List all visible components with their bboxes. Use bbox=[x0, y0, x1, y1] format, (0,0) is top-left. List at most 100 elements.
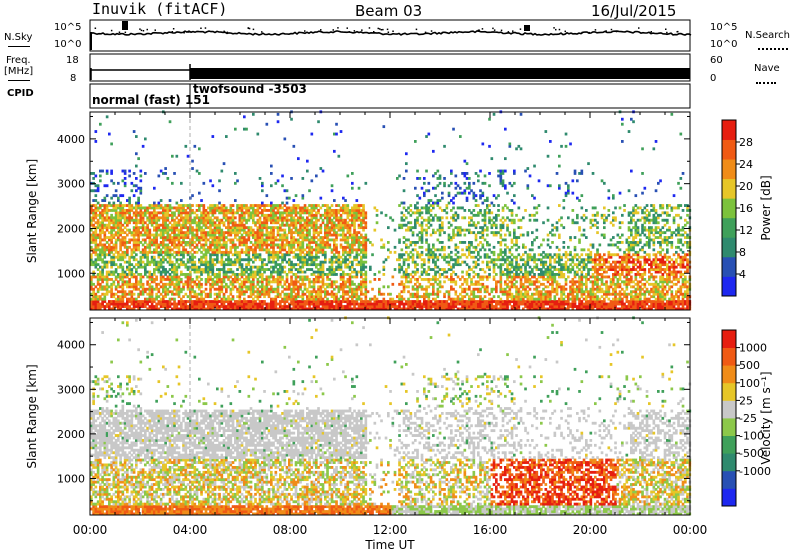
power-cell bbox=[355, 292, 359, 296]
power-cell bbox=[371, 307, 374, 311]
power-cell bbox=[294, 228, 298, 232]
power-cell bbox=[279, 275, 282, 279]
power-cell bbox=[213, 206, 217, 210]
power-cell bbox=[337, 290, 341, 294]
power-cell bbox=[312, 236, 316, 239]
power-cell bbox=[177, 231, 181, 235]
power-cell bbox=[166, 307, 170, 311]
power-cell bbox=[209, 263, 212, 267]
power-cell bbox=[310, 226, 314, 230]
power-cell bbox=[184, 265, 188, 269]
noise-search-dot bbox=[610, 28, 613, 31]
power-cell bbox=[117, 236, 120, 239]
power-cell bbox=[117, 216, 120, 220]
power-cell bbox=[299, 223, 302, 227]
power-cell bbox=[139, 290, 143, 294]
power-cell bbox=[135, 302, 138, 306]
noise-search-dot bbox=[346, 27, 348, 29]
power-cell bbox=[180, 270, 183, 274]
power-cell bbox=[195, 265, 199, 269]
power-cell bbox=[141, 275, 145, 279]
power-cell bbox=[119, 216, 122, 220]
power-cell bbox=[328, 226, 332, 230]
power-cell bbox=[186, 216, 190, 220]
power-cell bbox=[270, 209, 273, 212]
power-cell bbox=[189, 221, 192, 225]
power-cell bbox=[193, 290, 197, 294]
power-cell bbox=[112, 260, 116, 264]
power-cell bbox=[333, 132, 336, 136]
power-cell bbox=[200, 307, 203, 311]
power-cell bbox=[90, 216, 93, 220]
power-cell bbox=[238, 302, 242, 306]
power-cell bbox=[184, 250, 188, 254]
power-cell bbox=[380, 292, 383, 296]
power-cell bbox=[180, 181, 183, 185]
power-cell bbox=[231, 211, 235, 215]
power-cell bbox=[306, 290, 309, 294]
power-cell bbox=[425, 206, 428, 210]
power-cell bbox=[204, 250, 208, 254]
power-cell bbox=[294, 223, 298, 227]
power-cell bbox=[92, 223, 95, 227]
power-cell bbox=[231, 305, 235, 308]
power-cell bbox=[200, 226, 203, 230]
power-cell bbox=[281, 285, 284, 289]
power-cell bbox=[213, 223, 217, 227]
power-cell bbox=[225, 285, 228, 289]
power-cell bbox=[249, 213, 253, 217]
power-cell bbox=[175, 260, 179, 264]
power-cell bbox=[171, 213, 174, 217]
power-cell bbox=[218, 250, 221, 254]
power-cell bbox=[436, 201, 440, 205]
power-cell bbox=[411, 231, 415, 235]
power-cell bbox=[283, 211, 287, 215]
power-cell bbox=[123, 172, 127, 175]
power-cell bbox=[400, 307, 404, 311]
power-cell bbox=[234, 248, 237, 252]
power-cell bbox=[168, 275, 172, 279]
power-cell bbox=[108, 307, 111, 311]
power-cell bbox=[335, 297, 338, 301]
power-cell bbox=[346, 292, 350, 296]
power-cell bbox=[101, 258, 104, 262]
power-cell bbox=[227, 218, 230, 222]
power-cell bbox=[456, 307, 460, 311]
power-cell bbox=[319, 297, 323, 301]
power-cell bbox=[294, 297, 298, 301]
power-cell bbox=[254, 204, 257, 207]
power-cell bbox=[119, 231, 122, 235]
power-cell bbox=[168, 248, 172, 252]
power-cell bbox=[258, 305, 262, 308]
power-cell bbox=[218, 189, 221, 193]
power-cell bbox=[249, 228, 253, 232]
noise-search-dot bbox=[564, 30, 566, 33]
power-cell bbox=[353, 300, 356, 303]
power-cell bbox=[96, 206, 100, 210]
power-cell bbox=[236, 287, 239, 291]
power-cell bbox=[342, 278, 345, 281]
power-cell bbox=[200, 236, 203, 239]
power-cell bbox=[447, 201, 451, 205]
power-cell bbox=[339, 275, 343, 279]
power-cell bbox=[164, 167, 167, 170]
power-cell bbox=[148, 213, 152, 217]
power-cell bbox=[137, 287, 140, 291]
power-cell bbox=[103, 260, 107, 264]
power-cell bbox=[153, 250, 156, 254]
power-cell bbox=[94, 209, 98, 212]
power-cell bbox=[222, 297, 226, 301]
power-cell bbox=[405, 223, 408, 227]
power-cell bbox=[225, 290, 228, 294]
power-cell bbox=[99, 211, 102, 215]
power-cell bbox=[123, 211, 127, 215]
power-cell bbox=[126, 204, 129, 207]
power-cell bbox=[130, 206, 134, 210]
power-cell bbox=[153, 236, 156, 239]
power-cell bbox=[333, 245, 336, 249]
power-cell bbox=[126, 228, 129, 232]
power-cell bbox=[171, 228, 174, 232]
power-cell bbox=[128, 196, 131, 200]
power-cell bbox=[108, 238, 111, 242]
power-cell bbox=[243, 211, 246, 215]
